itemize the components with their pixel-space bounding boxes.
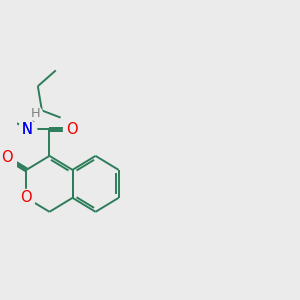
Text: H: H [30, 106, 40, 120]
Text: O: O [21, 190, 32, 205]
Text: N: N [21, 122, 32, 137]
Text: O: O [1, 151, 13, 166]
Text: O: O [66, 122, 78, 137]
Text: N: N [21, 122, 32, 137]
